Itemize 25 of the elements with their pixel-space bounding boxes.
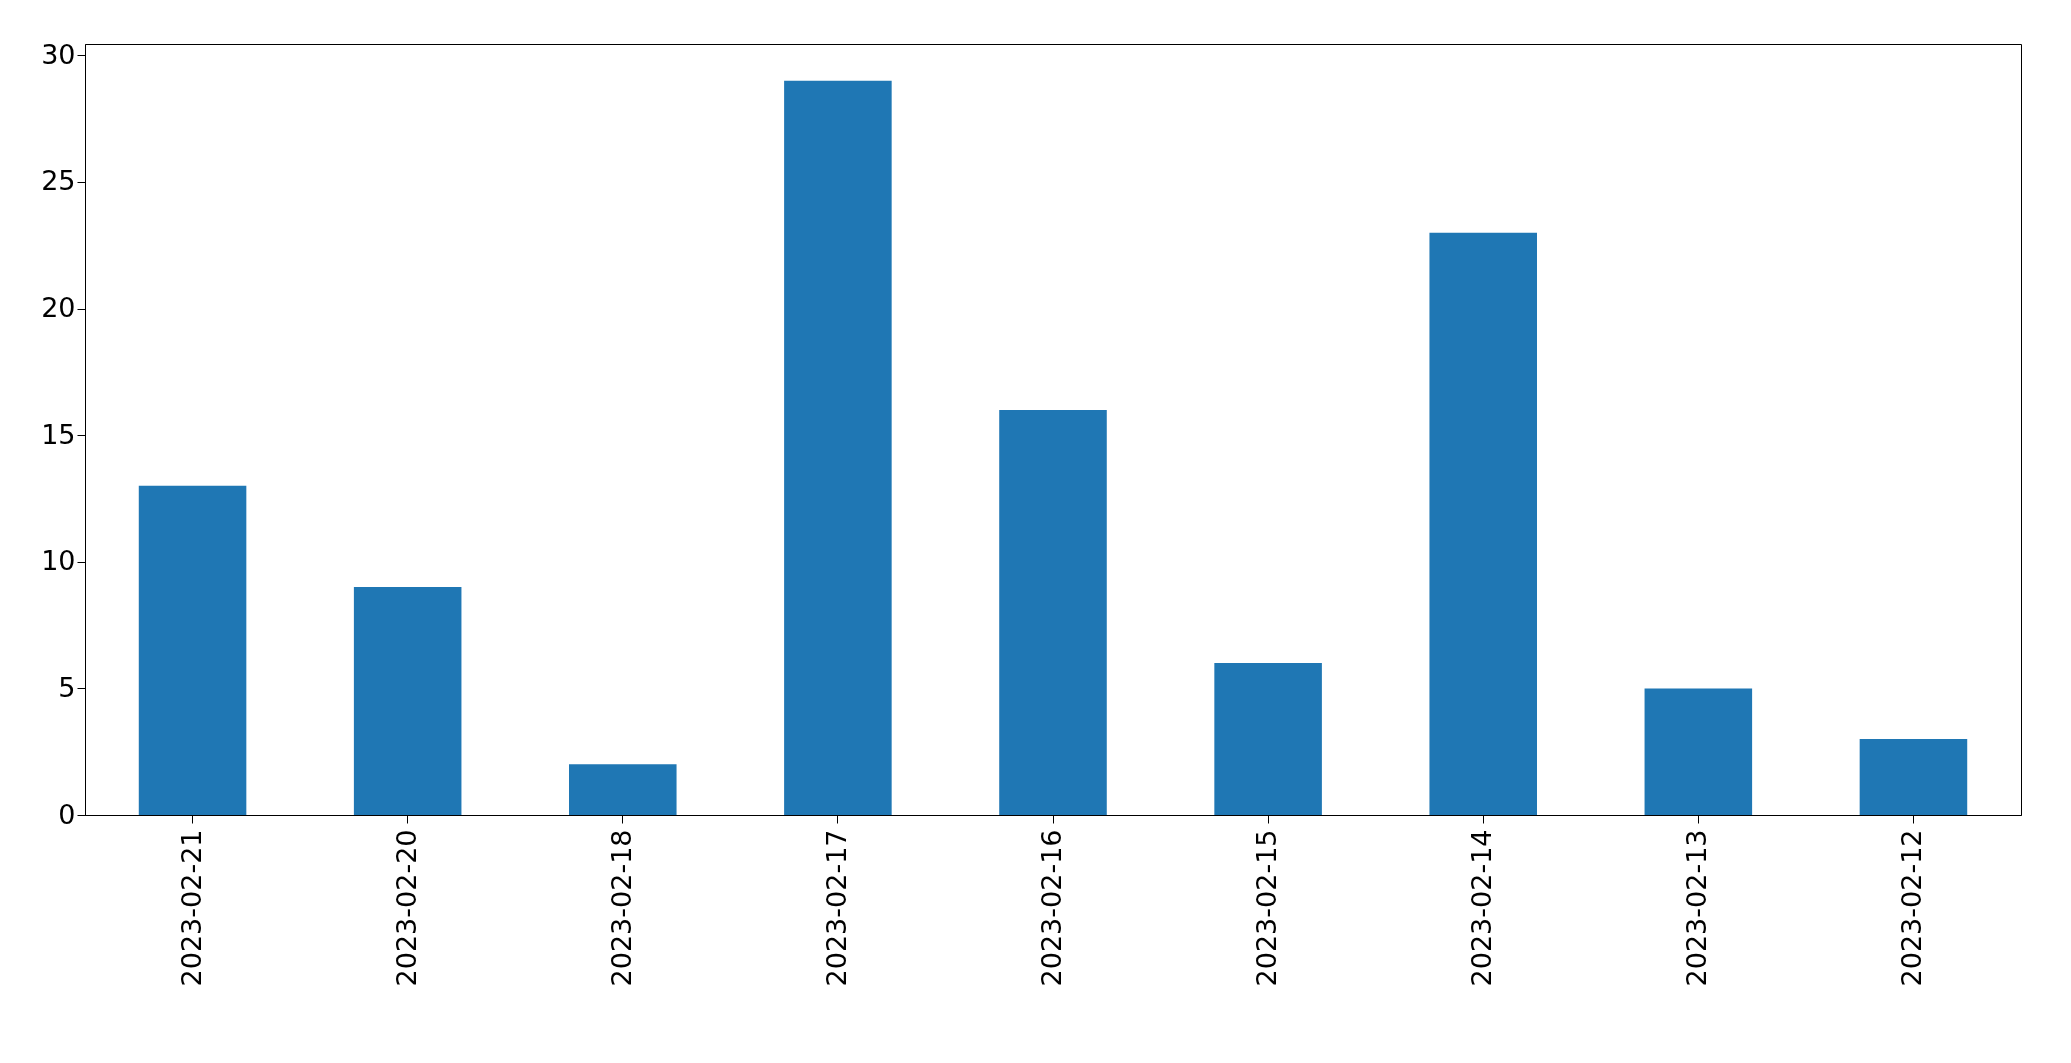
bar (999, 409, 1107, 815)
bar (353, 587, 462, 815)
y-tick-label: 5 (58, 671, 76, 703)
bar (1859, 739, 1968, 815)
x-tick-label: 2023-02-20 (390, 829, 422, 987)
x-tick-label: 2023-02-17 (820, 829, 852, 987)
x-tick-label: 2023-02-14 (1466, 829, 1498, 987)
bar (569, 764, 677, 815)
y-tick-label: 10 (41, 545, 76, 577)
x-tick-label: 2023-02-15 (1251, 829, 1283, 987)
y-tick-label: 0 (58, 798, 76, 830)
y-tick-label: 30 (41, 38, 76, 70)
x-tick-label: 2023-02-16 (1036, 829, 1067, 987)
bar (138, 485, 247, 815)
y-tick-label: 20 (41, 292, 76, 324)
x-tick-label: 2023-02-12 (1896, 829, 1928, 987)
y-tick-label: 25 (41, 165, 76, 197)
bar (1214, 663, 1322, 815)
x-tick-label: 2023-02-18 (605, 829, 637, 987)
bar (784, 80, 892, 815)
x-tick-label: 2023-02-13 (1681, 829, 1713, 987)
y-tick-label: 15 (41, 418, 76, 450)
bar (1644, 688, 1753, 815)
bar (1429, 232, 1537, 815)
x-tick-label: 2023-02-21 (175, 829, 207, 987)
